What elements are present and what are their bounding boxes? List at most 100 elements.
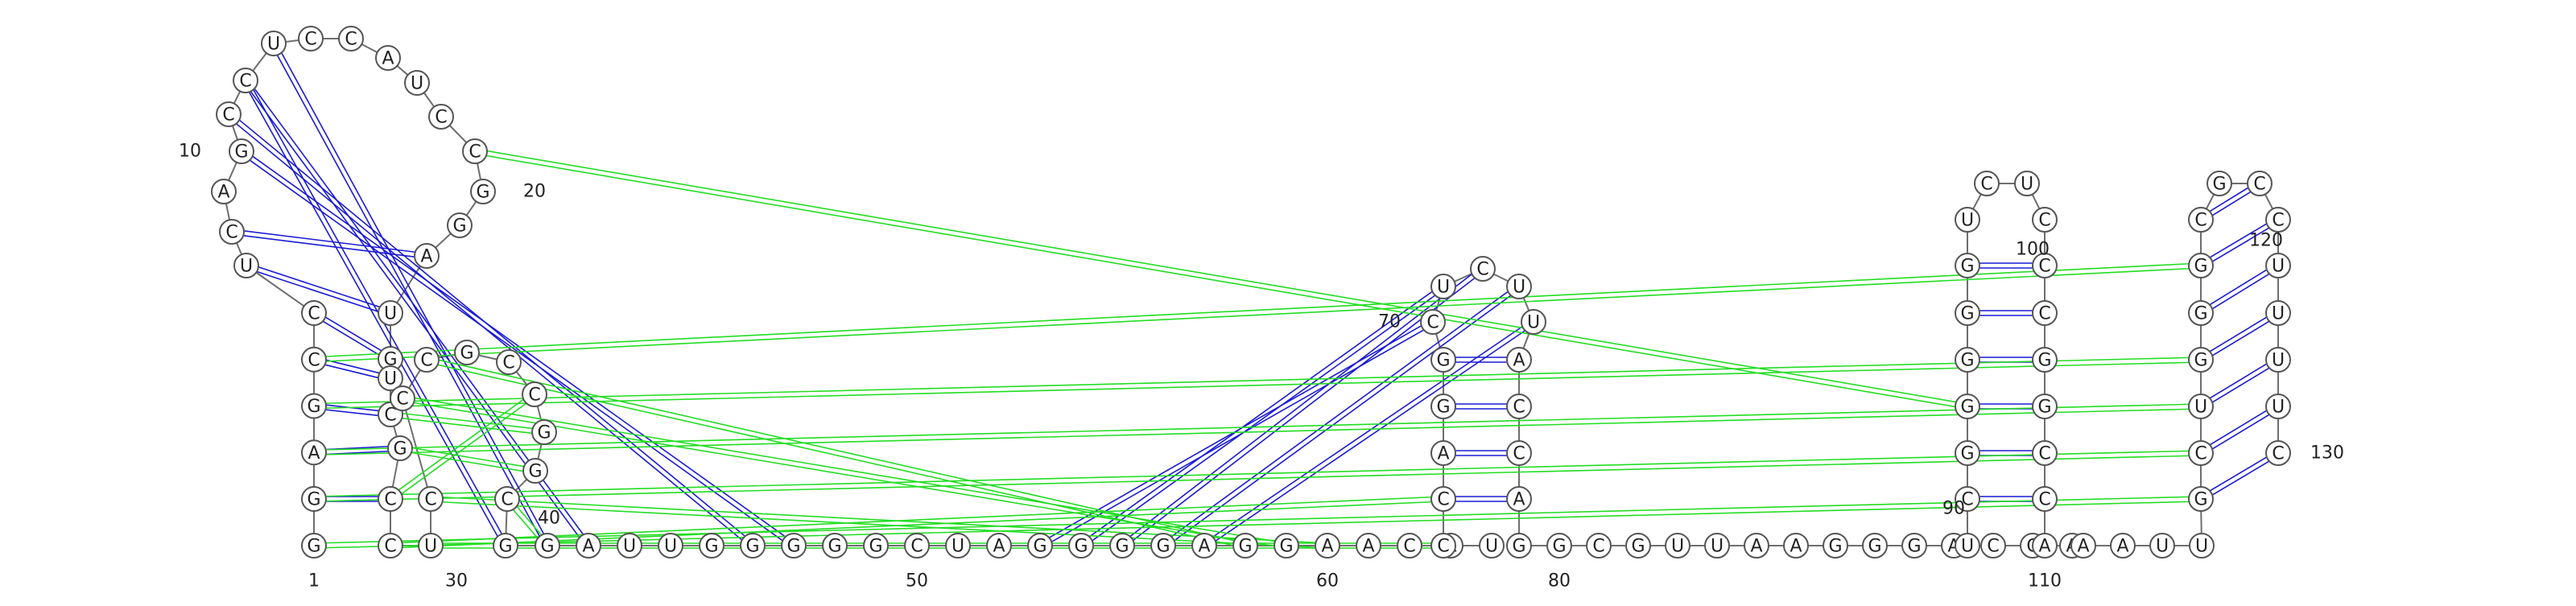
- canonical-pair-line-3-a: [313, 407, 390, 418]
- nucleotide-circle-119: [2188, 347, 2214, 373]
- nucleotide-letter-11: C: [222, 105, 234, 126]
- nucleotide-126: U: [2265, 253, 2291, 278]
- nucleotide-letter-127: U: [2272, 304, 2285, 324]
- nucleotide-circle-10: [229, 138, 254, 164]
- nucleotide-circle-117: [2188, 440, 2214, 466]
- nucleotide-17: U: [404, 70, 430, 96]
- nucleotide-letter-94: U: [1961, 537, 1974, 557]
- nucleotide-129: U: [2265, 394, 2291, 419]
- noncanonical-pair-line-0-a: [314, 267, 2202, 363]
- nucleotide-circle-53: [1027, 533, 1053, 559]
- nucleotide-121: G: [2188, 253, 2214, 278]
- nucleotide-84: U: [1704, 533, 1730, 559]
- nucleotide-46: G: [740, 533, 766, 559]
- nucleotide-61: A: [1356, 533, 1381, 559]
- nucleotide-letter-67: A: [1437, 444, 1449, 464]
- nucleotide-55: G: [1109, 533, 1135, 559]
- nucleotide-circle-112: [2070, 533, 2096, 559]
- nucleotide-circle-57: [1191, 533, 1217, 559]
- nucleotide-letter-37: G: [537, 423, 551, 443]
- nucleotide-letter-121: G: [2194, 257, 2207, 277]
- nucleotide-48: G: [822, 533, 848, 559]
- nucleotide-letter-69: G: [1436, 351, 1450, 371]
- nucleotide-circle-110: [2032, 486, 2058, 512]
- nucleotide-7: U: [233, 253, 259, 278]
- nucleotide-circle-74: [1521, 309, 1546, 335]
- nucleotide-100: G: [1955, 253, 1980, 278]
- nucleotide-circle-38: [522, 458, 548, 484]
- nucleotide-letter-46: G: [745, 537, 759, 557]
- nucleotide-4: G: [301, 393, 327, 419]
- nucleotide-14: C: [298, 26, 324, 52]
- nucleotide-circle-50: [904, 533, 930, 559]
- nucleotide-letter-40: G: [498, 537, 512, 557]
- noncanonical-pair-line-3-b: [313, 450, 2201, 497]
- nucleotide-circle-94: [1955, 533, 1980, 559]
- nucleotide-letter-80: G: [1552, 537, 1566, 557]
- nucleotide-letter-24: G: [383, 350, 397, 370]
- nucleotide-circle-45: [699, 533, 724, 559]
- nucleotide-122: C: [2188, 207, 2214, 233]
- nucleotide-117: C: [2188, 440, 2214, 466]
- nucleotide-circle-40: [493, 533, 518, 559]
- nucleotide-letter-114: U: [2156, 537, 2169, 557]
- nucleotide-letter-10: G: [234, 142, 248, 163]
- position-label-80: 80: [1548, 571, 1571, 592]
- nucleotide-circle-118: [2188, 394, 2214, 419]
- canonical-pair-line-31-a: [1161, 283, 1518, 545]
- nucleotide-circle-14: [298, 26, 324, 52]
- nucleotide-32: C: [390, 385, 415, 411]
- nucleotide-99: G: [1955, 300, 1980, 326]
- nucleotide-circle-46: [740, 533, 766, 559]
- nucleotide-116: G: [2188, 486, 2214, 512]
- nucleotide-40: G: [493, 533, 518, 559]
- nucleotide-letter-62: C: [1403, 537, 1415, 557]
- nucleotide-23: U: [378, 300, 403, 326]
- position-label-110: 110: [2028, 571, 2062, 592]
- nucleotide-letter-87: G: [1828, 537, 1842, 557]
- nucleotide-letter-100: G: [1960, 257, 1974, 277]
- nucleotide-circle-22: [414, 243, 440, 269]
- noncanonical-pair-line-10-a: [391, 395, 537, 502]
- nucleotide-circle-4: [301, 393, 327, 419]
- position-label-60: 60: [1316, 571, 1339, 592]
- nucleotide-circle-69: [1430, 347, 1456, 373]
- nucleotide-105: C: [2032, 253, 2058, 278]
- nucleotide-letter-56: G: [1156, 537, 1170, 557]
- nucleotide-letter-42: A: [582, 537, 594, 557]
- nucleotide-86: A: [1783, 533, 1809, 559]
- nucleotide-114: U: [2149, 533, 2175, 559]
- nucleotide-circle-37: [531, 419, 557, 445]
- nucleotide-circle-49: [863, 533, 889, 559]
- nucleotide-25: U: [378, 365, 403, 391]
- nucleotide-letter-9: A: [217, 183, 229, 203]
- canonical-pair-line-21-a: [2202, 266, 2280, 316]
- nucleotide-9: A: [211, 179, 237, 204]
- nucleotide-83: U: [1665, 533, 1690, 559]
- nucleotide-circle-41: [535, 533, 560, 559]
- nucleotide-circle-67: [1430, 440, 1456, 466]
- nucleotide-letter-26: C: [384, 406, 396, 426]
- nucleotide-circle-79: [1506, 533, 1532, 559]
- nucleotide-circle-52: [986, 533, 1012, 559]
- nucleotide-circle-28: [378, 486, 403, 512]
- nucleotide-circle-120: [2188, 300, 2214, 326]
- nucleotide-letter-25: U: [384, 369, 397, 390]
- nucleotide-circle-5: [301, 346, 327, 373]
- nucleotide-letter-66: C: [1437, 490, 1449, 510]
- nucleotide-letter-72: C: [1476, 260, 1488, 280]
- nucleotide-30: U: [418, 533, 444, 559]
- nucleotide-letter-4: G: [307, 397, 320, 417]
- noncanonical-pair-line-14-b: [475, 148, 1968, 405]
- nucleotide-letter-6: C: [308, 304, 320, 324]
- nucleotide-letter-58: G: [1238, 537, 1252, 557]
- nucleotide-51: U: [945, 533, 971, 559]
- nucleotide-circle-103: [2014, 171, 2040, 196]
- nucleotide-letter-81: C: [1592, 537, 1604, 557]
- nucleotide-letter-2: G: [307, 490, 320, 510]
- nucleotide-circle-115: [2189, 533, 2215, 559]
- nucleotide-letter-79: G: [1512, 537, 1525, 557]
- nucleotide-circle-27: [387, 435, 413, 461]
- canonical-pair-line-17-b: [2199, 450, 2277, 498]
- nucleotide-circle-122: [2188, 207, 2214, 233]
